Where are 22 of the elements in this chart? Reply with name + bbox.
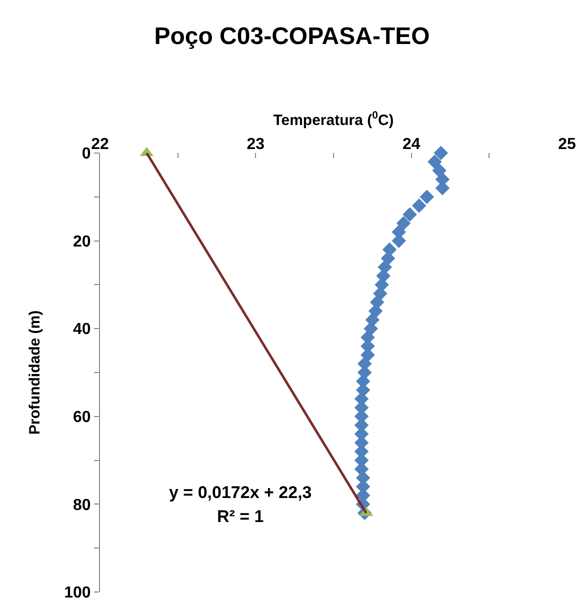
annotation: y = 0,0172x + 22,3 [169, 483, 312, 502]
point [434, 146, 448, 160]
x-tick-label: 22 [91, 136, 109, 153]
x-axis-title: Temperatura ($^{0}$C) [273, 110, 394, 130]
x-tick-label: 23 [246, 136, 265, 153]
y-tick-label: 20 [73, 233, 91, 250]
x-tick-label: 24 [402, 136, 420, 153]
y-tick-label: 100 [64, 584, 91, 602]
y-tick-label: 0 [82, 146, 91, 163]
y-tick-label: 60 [73, 409, 91, 426]
annotation: R² = 1 [217, 507, 264, 526]
point [412, 198, 426, 213]
point [396, 216, 411, 230]
y-tick-label: 80 [73, 496, 91, 514]
x-tick-label: 25 [558, 136, 576, 153]
chart-title: Poço C03-COPASA-TEO [154, 23, 430, 50]
point [402, 207, 417, 222]
y-tick-label: 40 [73, 321, 91, 338]
point [368, 304, 383, 318]
point [420, 190, 434, 204]
y-axis-title: Profundidade (m) [26, 310, 44, 435]
point [428, 154, 442, 169]
